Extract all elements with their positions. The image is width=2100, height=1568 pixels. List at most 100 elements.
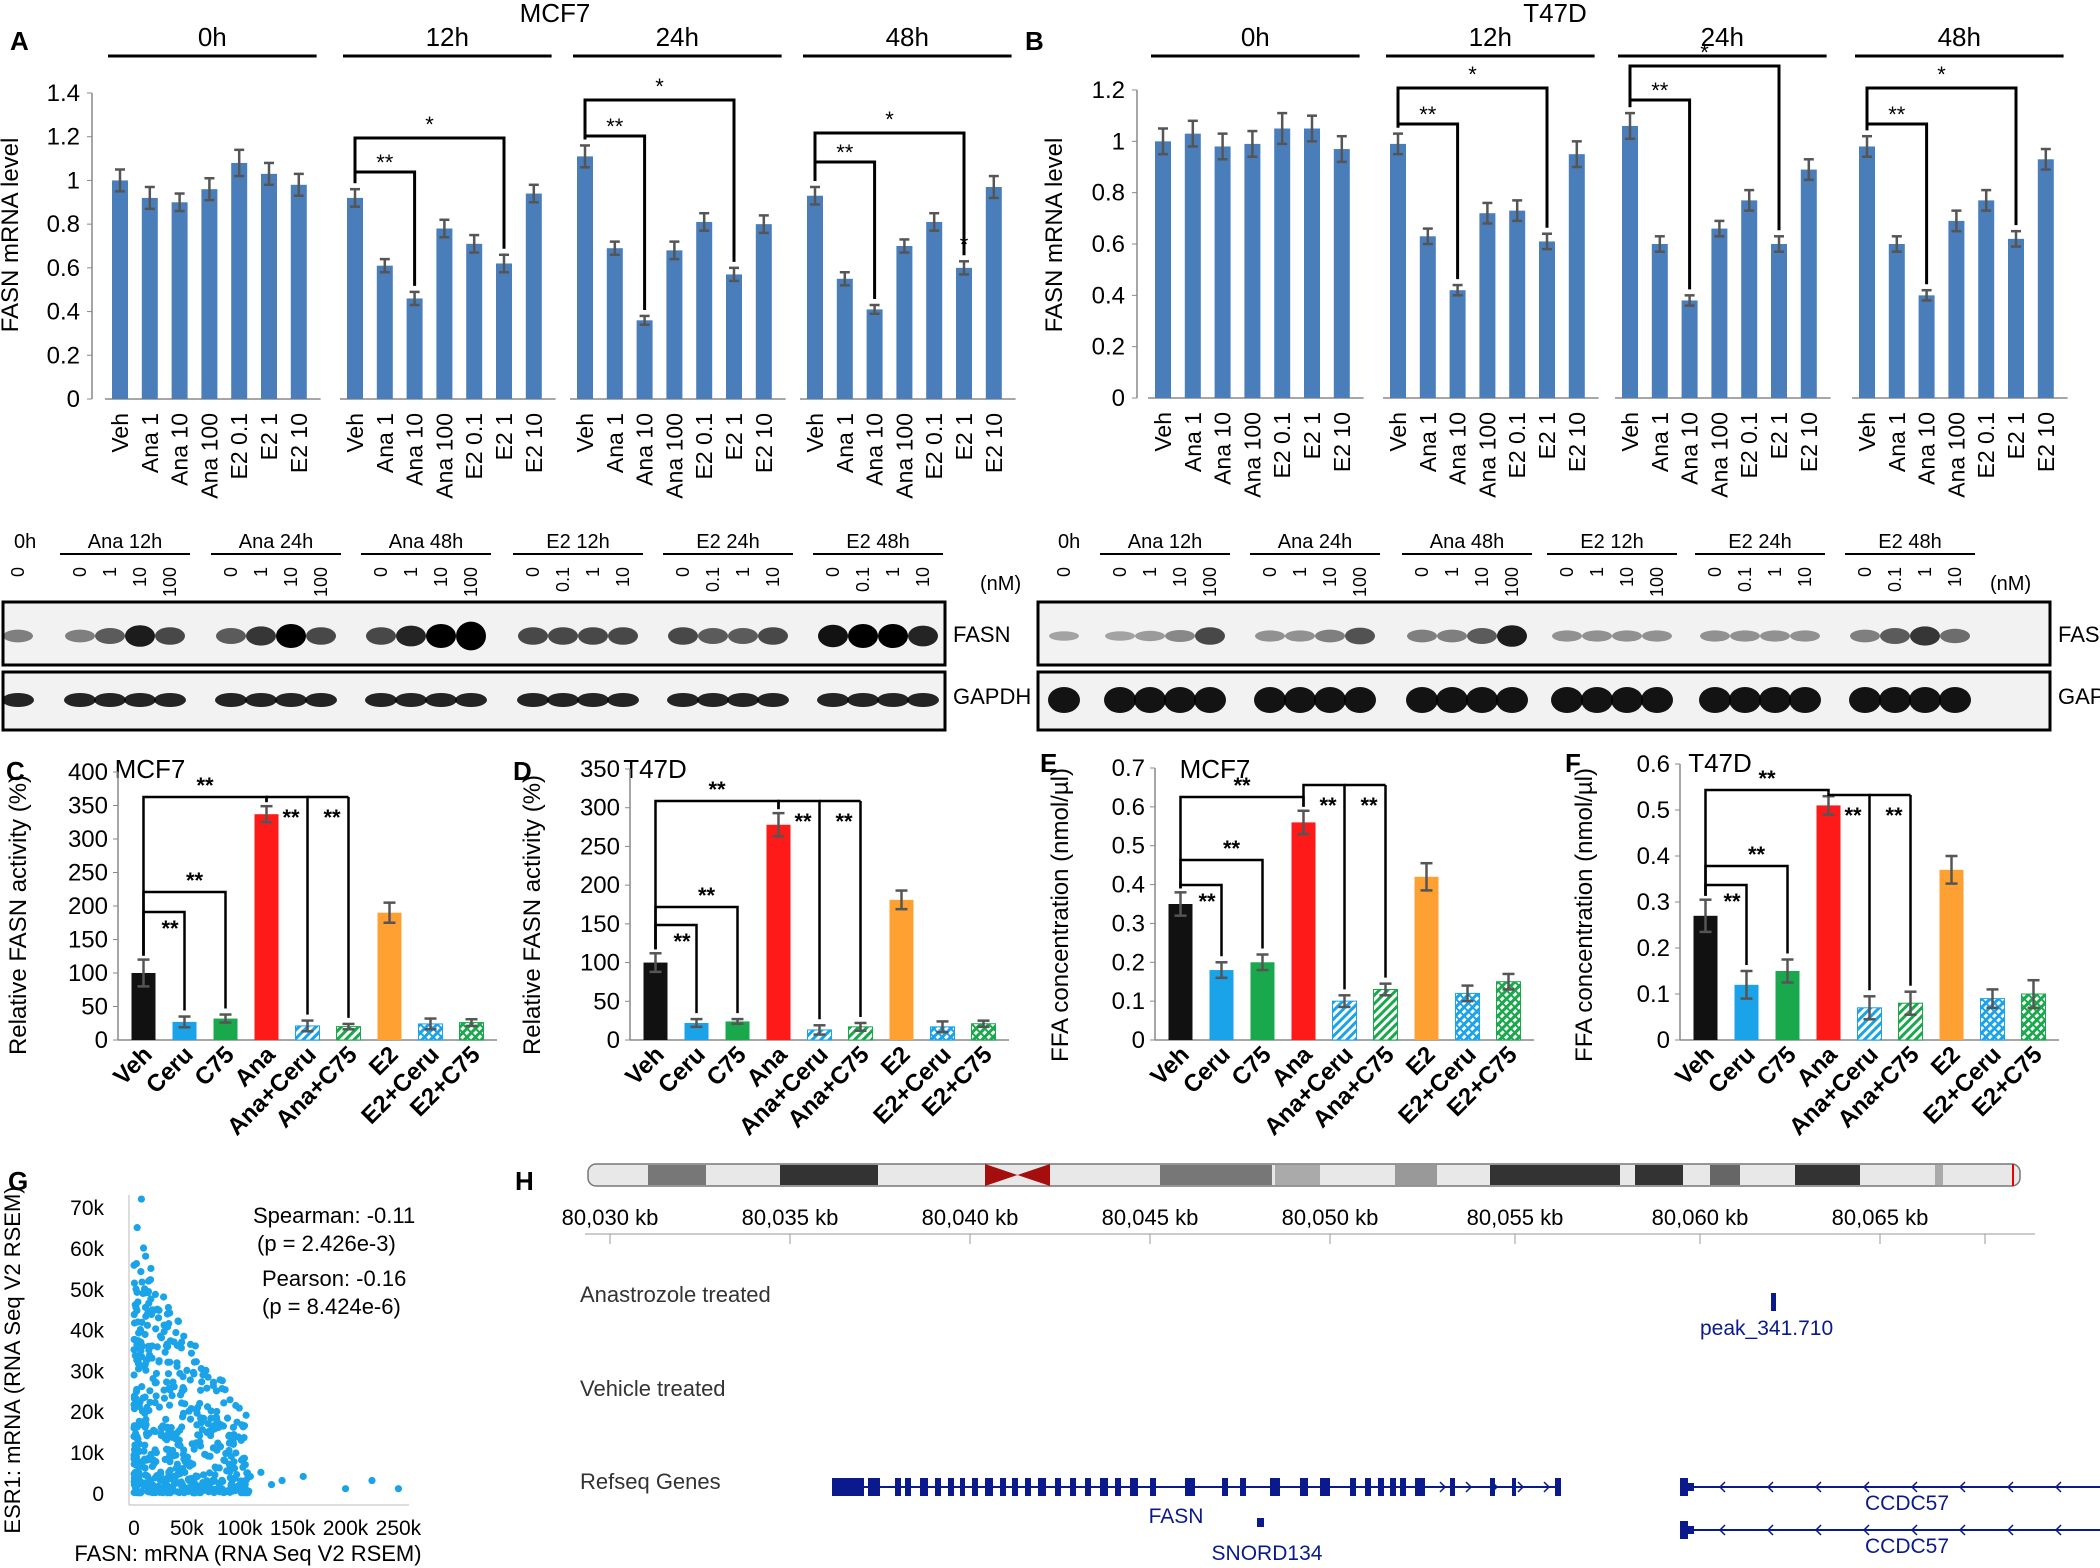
scatter-point <box>231 1474 239 1482</box>
significance-bracket <box>1628 64 1781 231</box>
scatter-point <box>138 1318 146 1327</box>
chromosome-band <box>1490 1165 1620 1185</box>
scatter-point <box>199 1478 207 1487</box>
scatter-point <box>141 1471 150 1479</box>
blot-band-gapdh <box>607 693 639 707</box>
scatter-point <box>160 1386 168 1394</box>
bar <box>2008 238 2024 398</box>
scatter-point <box>341 1485 350 1493</box>
group-label: 12h <box>426 22 469 52</box>
scatter-point <box>164 1358 172 1366</box>
scatter-point <box>177 1344 185 1352</box>
x-tick-label: Ana 1 <box>137 413 163 473</box>
scatter-point <box>198 1426 206 1434</box>
scatter-point <box>173 1429 181 1437</box>
scatter-point <box>240 1454 249 1462</box>
x-tick-label: E2 10 <box>2033 412 2059 472</box>
significance-bracket <box>1865 86 2018 226</box>
blot-band-gapdh <box>667 693 699 707</box>
gene-strand-arrow <box>1517 1481 1525 1493</box>
x-tick-label: Ceru <box>141 1041 199 1099</box>
scatter-point <box>140 1285 149 1293</box>
gene-exon <box>895 1478 901 1496</box>
x-tick-label: E2 10 <box>521 413 547 473</box>
scatter-point <box>239 1463 247 1471</box>
panel-c-letter: C <box>6 756 25 786</box>
y-tick-label: 0.6 <box>1637 751 1670 778</box>
panel-e: E MCF7 FFA concentration (nmol/µl) 0 0.1 0… <box>1040 748 1534 1141</box>
gene-exon <box>1115 1478 1121 1496</box>
chromosome-band <box>1275 1165 1320 1185</box>
blot-group-label: Ana 12h <box>88 531 163 553</box>
scatter-point <box>195 1432 204 1440</box>
scatter-point <box>160 1394 169 1402</box>
y-tick-label: 30k <box>70 1360 104 1383</box>
blot-band-fasn <box>1345 627 1375 645</box>
scatter-point <box>223 1487 231 1496</box>
scatter-point <box>226 1396 234 1404</box>
scatter-point <box>138 1407 147 1415</box>
bar <box>254 814 279 1040</box>
scatter-point <box>242 1411 250 1419</box>
scatter-point <box>154 1314 163 1322</box>
scatter-point <box>148 1462 156 1471</box>
x-tick-label: E2 1 <box>721 413 747 460</box>
significance-single: * <box>655 74 664 99</box>
scatter-point <box>135 1417 143 1425</box>
x-tick-label: E2 10 <box>1329 412 1355 472</box>
x-tick-label: 50k <box>170 1517 204 1540</box>
y-tick-label: 0.8 <box>47 211 80 238</box>
scatter-point <box>204 1452 212 1460</box>
scatter-point <box>174 1317 183 1326</box>
blot-band-fasn <box>848 624 878 648</box>
gene-exon <box>1300 1478 1308 1496</box>
blot-band-gapdh <box>1164 687 1196 713</box>
gene-exon <box>1555 1478 1561 1496</box>
x-tick-label: Ana 10 <box>862 413 888 486</box>
bar <box>1419 236 1436 398</box>
blot-lane-label: 0 <box>523 567 543 577</box>
scatter-point <box>179 1373 187 1381</box>
panel-g-letter: G <box>8 1166 28 1196</box>
significance-single: * <box>885 107 894 132</box>
scatter-point <box>196 1386 205 1394</box>
bar <box>290 184 307 399</box>
x-tick-label: Ana 100 <box>661 413 687 499</box>
bar <box>525 193 542 399</box>
gene-label-ccdc57: CCDC57 <box>1865 1535 1949 1558</box>
y-tick-label: 0.1 <box>1637 981 1670 1008</box>
blot-band-fasn <box>396 625 426 647</box>
gene-exon <box>1000 1478 1006 1496</box>
significance-double: ** <box>376 150 394 175</box>
gene-strand-arrow <box>1862 1524 1870 1536</box>
scatter-point <box>155 1358 163 1366</box>
gene-strand-arrow <box>2054 1481 2062 1493</box>
scatter-point <box>131 1430 140 1438</box>
scatter-point <box>200 1486 209 1494</box>
scatter-point <box>229 1423 238 1431</box>
gene-exon-snord <box>1257 1518 1264 1527</box>
blot-band-gapdh <box>1104 687 1136 713</box>
bar <box>112 180 128 399</box>
scatter-point <box>144 1309 152 1317</box>
blot-band-gapdh <box>365 693 397 707</box>
blot-lane-label: 10 <box>1795 567 1815 587</box>
scatter-point <box>164 1370 173 1378</box>
y-tick-label: 10k <box>70 1442 104 1465</box>
y-tick-label: 0 <box>95 1027 108 1054</box>
scatter-point <box>141 1423 149 1431</box>
scatter-point <box>172 1328 180 1337</box>
y-tick-label: 100 <box>580 950 620 977</box>
blot-band-fasn <box>426 624 456 648</box>
blot-lane-label: 0.1 <box>553 567 573 592</box>
bar <box>377 912 402 1040</box>
scatter-point <box>130 1371 138 1379</box>
panel-d-title: T47D <box>623 754 687 784</box>
blot-band-gapdh <box>697 693 729 707</box>
gene-exon <box>920 1478 928 1496</box>
scatter-point <box>199 1471 208 1479</box>
scatter-point <box>177 1399 186 1407</box>
blot-band-fasn <box>1467 628 1497 644</box>
scatter-point <box>225 1432 233 1440</box>
